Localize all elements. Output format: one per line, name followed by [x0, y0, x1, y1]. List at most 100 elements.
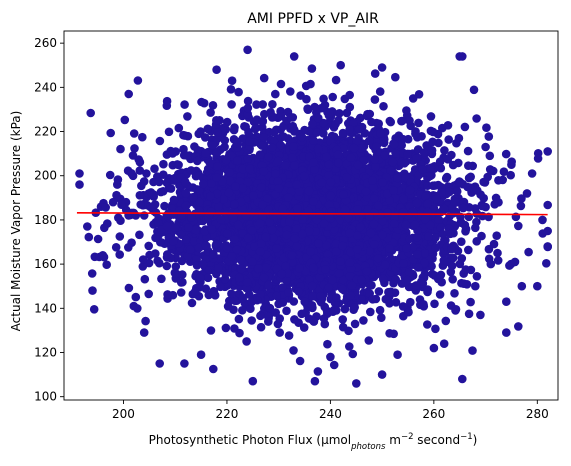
scatter-point — [328, 92, 338, 102]
scatter-point — [333, 150, 343, 160]
scatter-point — [183, 131, 193, 141]
scatter-point — [468, 346, 477, 355]
scatter-point — [105, 170, 115, 180]
scatter-point — [374, 287, 384, 296]
scatter-point — [170, 223, 180, 232]
scatter-point — [433, 274, 443, 284]
scatter-point — [120, 115, 130, 125]
scatter-point — [179, 144, 188, 154]
scatter-point — [238, 229, 247, 238]
scatter-point — [212, 239, 221, 249]
scatter-point — [460, 122, 470, 132]
scatter-point — [136, 200, 145, 209]
scatter-point — [181, 235, 191, 244]
scatter-point — [324, 200, 334, 210]
scatter-point — [373, 201, 383, 211]
scatter-point — [493, 256, 503, 265]
scatter-point — [443, 121, 453, 130]
scatter-point — [289, 142, 298, 151]
scatter-point — [306, 247, 315, 256]
scatter-point — [516, 201, 526, 211]
scatter-point — [113, 175, 123, 184]
scatter-point — [220, 142, 229, 152]
scatter-point — [435, 290, 445, 299]
scatter-point — [303, 104, 312, 113]
scatter-point — [450, 197, 460, 207]
scatter-point — [238, 183, 248, 193]
scatter-point — [430, 299, 439, 309]
scatter-point — [304, 186, 314, 196]
scatter-point — [382, 189, 392, 199]
scatter-point — [282, 230, 292, 240]
scatter-point — [444, 135, 454, 144]
scatter-point — [209, 364, 218, 374]
scatter-point — [297, 309, 307, 319]
scatter-point — [222, 229, 232, 238]
scatter-point — [329, 360, 339, 370]
scatter-point — [169, 236, 178, 246]
scatter-point — [345, 228, 355, 238]
scatter-point — [272, 291, 282, 301]
scatter-point — [450, 289, 459, 298]
scatter-point — [295, 356, 305, 366]
scatter-point — [334, 116, 343, 125]
scatter-point — [353, 160, 363, 170]
scatter-point — [367, 117, 376, 127]
scatter-point — [440, 204, 449, 214]
scatter-point — [111, 243, 121, 252]
scatter-point — [86, 108, 95, 118]
scatter-point — [100, 223, 109, 233]
scatter-point — [180, 359, 189, 368]
scatter-point — [212, 116, 221, 125]
scatter-point — [199, 179, 208, 189]
scatter-point — [226, 85, 236, 94]
scatter-point — [138, 255, 148, 264]
scatter-point — [278, 298, 288, 307]
scatter-point — [89, 305, 99, 314]
scatter-point — [353, 205, 362, 214]
scatter-point — [420, 214, 430, 224]
scatter-point — [400, 159, 409, 168]
scatter-point — [391, 275, 401, 284]
scatter-point — [216, 215, 226, 224]
scatter-point — [384, 287, 393, 297]
scatter-point — [227, 289, 236, 299]
scatter-point — [160, 201, 169, 211]
scatter-point — [365, 109, 375, 119]
scatter-point — [452, 187, 462, 196]
scatter-point — [238, 164, 248, 174]
scatter-point — [180, 100, 189, 109]
scatter-point — [426, 112, 436, 121]
scatter-point — [362, 205, 372, 214]
scatter-point — [242, 278, 252, 287]
scatter-point — [397, 140, 406, 150]
scatter-point — [313, 144, 323, 154]
scatter-point — [193, 156, 202, 166]
scatter-point — [271, 308, 281, 317]
scatter-point — [398, 302, 408, 311]
scatter-point — [332, 293, 341, 302]
scatter-point — [131, 292, 141, 302]
scatter-point — [385, 196, 394, 205]
scatter-point — [207, 224, 217, 234]
scatter-point — [112, 190, 121, 200]
scatter-point — [163, 290, 172, 299]
scatter-point — [428, 181, 438, 190]
scatter-point — [323, 339, 332, 349]
scatter-point — [162, 96, 172, 106]
scatter-point — [457, 237, 466, 246]
scatter-point — [375, 87, 385, 96]
scatter-point — [295, 263, 304, 273]
scatter-point — [203, 124, 213, 134]
scatter-point — [324, 283, 334, 292]
scatter-point — [405, 116, 414, 125]
scatter-point — [133, 76, 143, 85]
scatter-point — [213, 162, 222, 171]
scatter-point — [145, 250, 154, 260]
scatter-point — [128, 151, 138, 160]
scatter-point — [304, 127, 314, 136]
scatter-point — [378, 230, 387, 240]
scatter-point — [309, 197, 318, 206]
scatter-point — [365, 281, 375, 290]
